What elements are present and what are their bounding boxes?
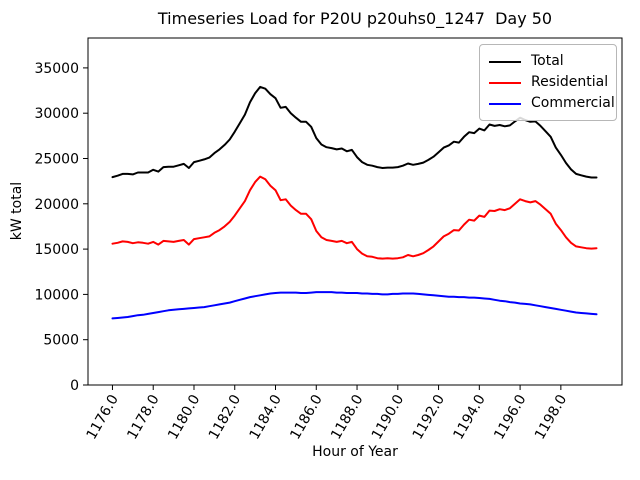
x-tick-label: 1192.0 — [410, 392, 448, 442]
x-tick-label: 1176.0 — [84, 392, 122, 442]
y-tick-label: 15000 — [34, 242, 79, 258]
x-axis-label: Hour of Year — [312, 444, 398, 460]
x-tick-label: 1198.0 — [532, 392, 570, 442]
legend-line-swatch — [489, 102, 521, 105]
y-tick-label: 10000 — [34, 287, 79, 303]
legend-item-commercial: Commercial — [489, 93, 615, 114]
x-tick-label: 1190.0 — [369, 392, 407, 442]
legend-label: Total — [531, 53, 564, 69]
plot-border — [87, 37, 623, 386]
y-tick-label: 0 — [70, 378, 79, 394]
x-tick-label: 1178.0 — [124, 392, 162, 442]
legend-line-swatch — [489, 81, 521, 84]
x-tick-label: 1182.0 — [206, 392, 244, 442]
series-line-residential — [111, 175, 598, 260]
series-line-commercial — [111, 291, 598, 320]
y-tick-label: 30000 — [34, 106, 79, 122]
x-tick-label: 1186.0 — [287, 392, 325, 442]
legend-item-residential: Residential — [489, 72, 609, 93]
legend-label: Residential — [531, 74, 609, 90]
legend-line-swatch — [489, 60, 521, 63]
y-tick-label: 20000 — [34, 197, 79, 213]
x-tick-label: 1180.0 — [165, 392, 203, 442]
x-tick-label: 1196.0 — [491, 392, 529, 442]
chart-title: Timeseries Load for P20U p20uhs0_1247 Da… — [157, 9, 553, 28]
x-tick-label: 1184.0 — [247, 392, 285, 442]
x-tick-label: 1188.0 — [328, 392, 366, 442]
legend: Total Residential Commercial — [479, 44, 617, 121]
y-axis-label: kW total — [9, 181, 25, 241]
y-tick-label: 5000 — [43, 333, 79, 349]
y-tick-label: 35000 — [34, 61, 79, 77]
y-tick-label: 25000 — [34, 151, 79, 167]
x-tick-label: 1194.0 — [450, 392, 488, 442]
legend-item-total: Total — [489, 51, 607, 72]
legend-label: Commercial — [531, 95, 615, 111]
